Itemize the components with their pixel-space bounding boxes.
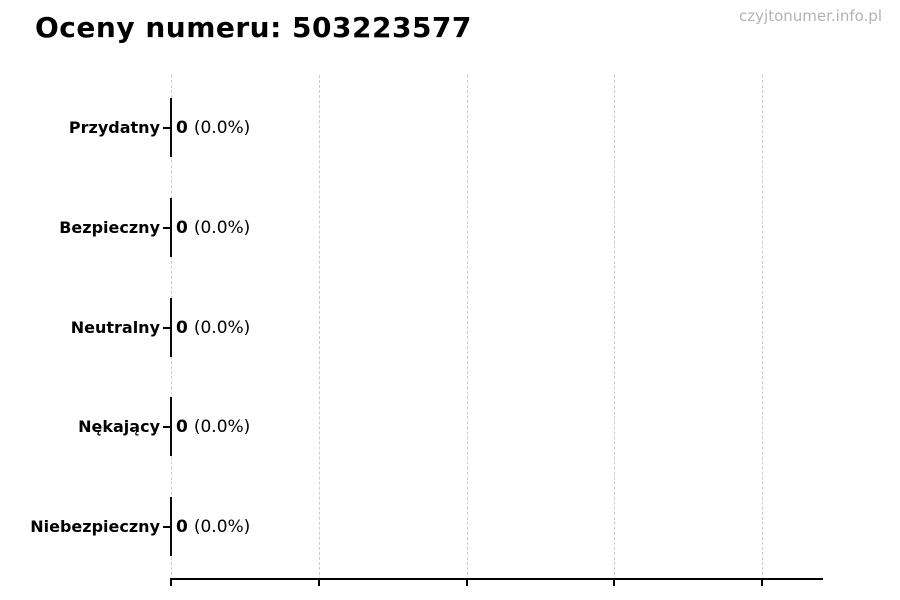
x-gridline — [614, 75, 615, 580]
value-percent: (0.0%) — [193, 318, 251, 338]
value-count: 0 — [176, 218, 188, 238]
x-axis-tick — [318, 580, 320, 586]
category-label: Nękający — [78, 417, 160, 436]
x-axis-line — [170, 578, 823, 580]
value-count: 0 — [176, 118, 188, 138]
y-axis-tick — [163, 426, 170, 428]
x-gridline — [319, 75, 320, 580]
value-percent: (0.0%) — [193, 517, 251, 537]
category-label: Niebezpieczny — [30, 517, 160, 536]
category-label: Bezpieczny — [59, 218, 160, 237]
zero-value-bar — [170, 497, 172, 556]
value-annotation: 0 (0.0%) — [176, 316, 250, 340]
value-percent: (0.0%) — [193, 417, 251, 437]
category-label: Przydatny — [68, 118, 160, 137]
x-axis-tick — [466, 580, 468, 586]
chart-title: Oceny numeru: 503223577 — [35, 11, 472, 44]
zero-value-bar — [170, 198, 172, 257]
value-percent: (0.0%) — [193, 118, 251, 138]
value-annotation: 0 (0.0%) — [176, 515, 250, 539]
zero-value-bar — [170, 298, 172, 357]
zero-value-bar — [170, 397, 172, 456]
value-annotation: 0 (0.0%) — [176, 216, 250, 240]
zero-value-bar — [170, 98, 172, 157]
value-count: 0 — [176, 517, 188, 537]
y-axis-tick — [163, 327, 170, 329]
value-percent: (0.0%) — [193, 218, 251, 238]
x-axis-tick — [761, 580, 763, 586]
value-count: 0 — [176, 318, 188, 338]
y-axis-tick — [163, 526, 170, 528]
y-axis-tick — [163, 227, 170, 229]
x-gridline — [467, 75, 468, 580]
value-count: 0 — [176, 417, 188, 437]
x-axis-tick — [170, 580, 172, 586]
watermark-text: czyjtonumer.info.pl — [739, 7, 882, 25]
x-axis-tick — [613, 580, 615, 586]
y-axis-tick — [163, 127, 170, 129]
category-label: Neutralny — [70, 318, 160, 337]
value-annotation: 0 (0.0%) — [176, 116, 250, 140]
value-annotation: 0 (0.0%) — [176, 415, 250, 439]
x-gridline — [762, 75, 763, 580]
